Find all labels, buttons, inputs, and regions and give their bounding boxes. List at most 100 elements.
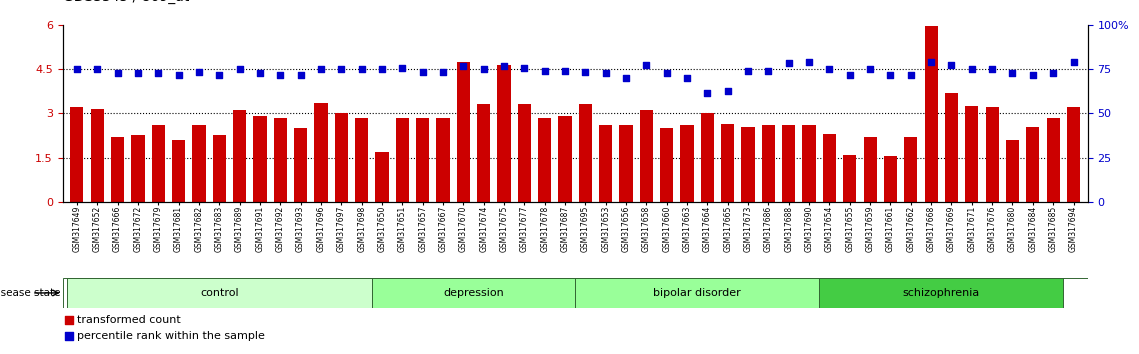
Bar bbox=[477, 104, 490, 202]
Point bbox=[413, 69, 432, 75]
Point bbox=[190, 69, 208, 75]
Bar bbox=[131, 136, 145, 202]
Point bbox=[230, 66, 248, 72]
Text: schizophrenia: schizophrenia bbox=[903, 288, 980, 298]
Bar bbox=[904, 137, 917, 202]
Point bbox=[434, 69, 452, 75]
Bar bbox=[620, 125, 632, 202]
Bar bbox=[395, 118, 409, 202]
Point bbox=[454, 63, 473, 69]
Point bbox=[170, 72, 188, 78]
Bar bbox=[376, 152, 388, 202]
Point bbox=[333, 66, 351, 72]
Point bbox=[962, 66, 981, 72]
Bar bbox=[110, 137, 124, 202]
Point bbox=[861, 66, 879, 72]
Point bbox=[149, 71, 167, 76]
Point bbox=[1044, 71, 1063, 76]
Bar bbox=[71, 107, 83, 202]
Point bbox=[882, 72, 900, 78]
Point bbox=[942, 62, 960, 68]
Bar bbox=[335, 113, 347, 202]
Point bbox=[800, 59, 818, 64]
Text: control: control bbox=[200, 288, 238, 298]
Point bbox=[129, 71, 147, 76]
Point bbox=[921, 59, 940, 64]
Point bbox=[393, 65, 411, 70]
Bar bbox=[575, 278, 819, 308]
Text: percentile rank within the sample: percentile rank within the sample bbox=[76, 331, 264, 341]
Bar bbox=[1067, 107, 1080, 202]
Point bbox=[67, 66, 85, 72]
Bar bbox=[436, 118, 450, 202]
Bar bbox=[91, 109, 104, 202]
Bar bbox=[843, 155, 857, 202]
Bar bbox=[518, 104, 531, 202]
Bar bbox=[599, 125, 613, 202]
Bar bbox=[1026, 127, 1040, 202]
Bar bbox=[314, 103, 328, 202]
Bar bbox=[721, 124, 735, 202]
Point bbox=[475, 66, 493, 72]
Bar bbox=[1006, 140, 1019, 202]
Bar bbox=[172, 140, 186, 202]
Bar bbox=[294, 128, 308, 202]
Bar bbox=[925, 26, 937, 202]
Point bbox=[576, 69, 595, 75]
Point bbox=[841, 72, 859, 78]
Text: GDS3345 / 869_at: GDS3345 / 869_at bbox=[63, 0, 189, 4]
Bar bbox=[579, 104, 592, 202]
Bar bbox=[782, 125, 795, 202]
Bar bbox=[640, 110, 653, 202]
Bar bbox=[661, 128, 673, 202]
Point bbox=[535, 68, 554, 73]
Point bbox=[515, 65, 533, 70]
Bar bbox=[945, 93, 958, 202]
Point bbox=[271, 72, 289, 78]
Point bbox=[1064, 59, 1082, 64]
Bar bbox=[498, 65, 510, 202]
Text: transformed count: transformed count bbox=[76, 315, 180, 325]
Point bbox=[59, 318, 77, 323]
Point bbox=[556, 68, 574, 73]
Point bbox=[251, 71, 269, 76]
Point bbox=[902, 72, 920, 78]
Bar bbox=[803, 125, 816, 202]
Point bbox=[312, 66, 330, 72]
Point bbox=[820, 66, 838, 72]
Bar bbox=[538, 118, 551, 202]
Text: depression: depression bbox=[443, 288, 503, 298]
Bar bbox=[863, 137, 877, 202]
Point bbox=[617, 75, 636, 81]
Bar bbox=[192, 125, 205, 202]
Bar bbox=[884, 156, 898, 202]
Bar bbox=[213, 136, 226, 202]
Text: disease state: disease state bbox=[0, 288, 60, 298]
Bar bbox=[822, 134, 836, 202]
Point bbox=[88, 66, 106, 72]
Point bbox=[678, 75, 696, 81]
Point bbox=[292, 72, 310, 78]
Point bbox=[698, 90, 716, 96]
Point bbox=[59, 333, 77, 339]
Bar bbox=[985, 107, 999, 202]
Bar bbox=[67, 278, 371, 308]
Bar bbox=[700, 113, 714, 202]
Point bbox=[372, 66, 391, 72]
Point bbox=[739, 68, 757, 73]
Bar bbox=[558, 116, 572, 202]
Point bbox=[210, 72, 228, 78]
Point bbox=[719, 88, 737, 94]
Point bbox=[352, 66, 370, 72]
Point bbox=[657, 71, 675, 76]
Point bbox=[779, 60, 797, 66]
Bar bbox=[965, 106, 978, 202]
Point bbox=[597, 71, 615, 76]
Bar bbox=[819, 278, 1064, 308]
Bar bbox=[273, 118, 287, 202]
Bar bbox=[151, 125, 165, 202]
Bar bbox=[1047, 118, 1059, 202]
Bar bbox=[762, 125, 775, 202]
Point bbox=[1024, 72, 1042, 78]
Point bbox=[637, 62, 655, 68]
